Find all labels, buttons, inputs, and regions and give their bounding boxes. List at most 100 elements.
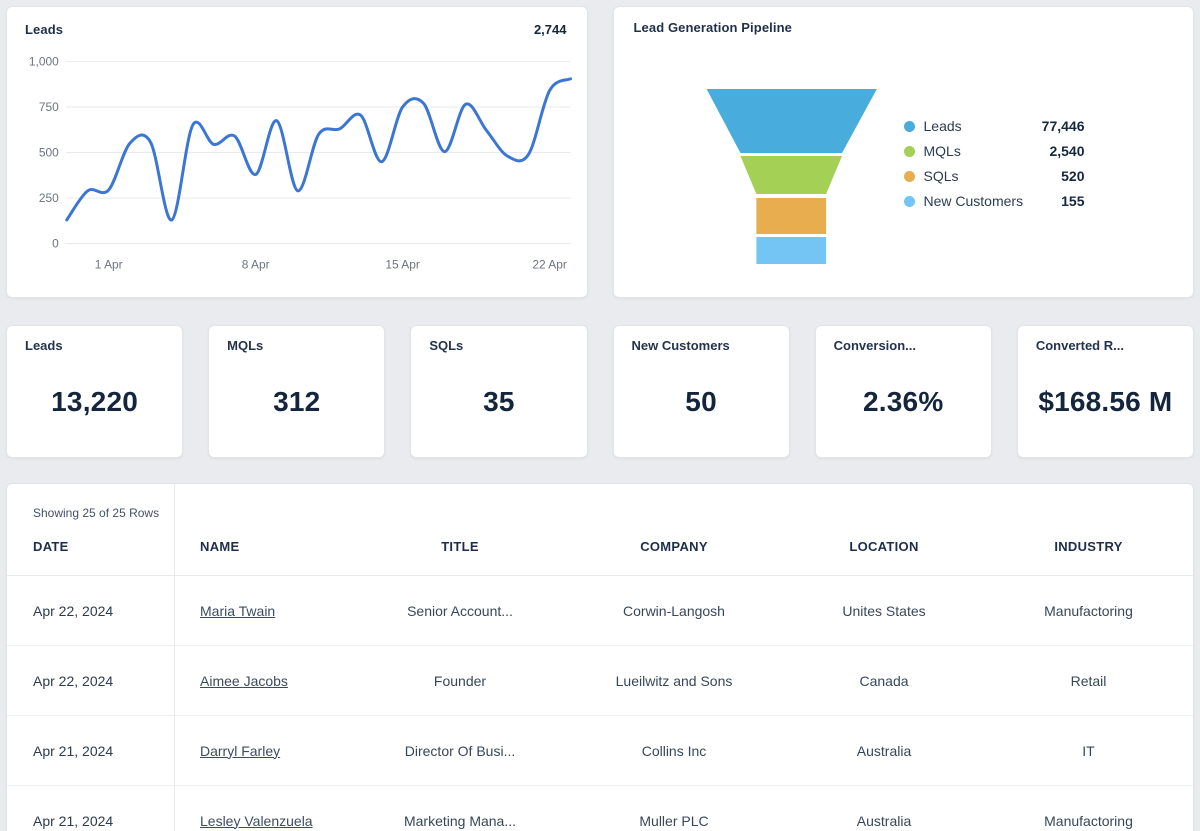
legend-label: New Customers: [923, 193, 1024, 209]
lead-name-link[interactable]: Aimee Jacobs: [200, 672, 288, 689]
kpi-row: Leads 13,220 MQLs 312 SQLs 35 New Custom…: [6, 325, 1194, 458]
table-row: Apr 21, 2024 Lesley Valenzuela Marketing…: [7, 786, 1193, 831]
kpi-card: SQLs 35: [410, 325, 588, 458]
funnel-segment-new-customers: [755, 237, 826, 264]
svg-text:0: 0: [52, 237, 59, 251]
lead-name-link[interactable]: Lesley Valenzuela: [200, 812, 313, 829]
kpi-value: $168.56 M: [1038, 386, 1173, 417]
lead-name-link[interactable]: Darryl Farley: [200, 742, 281, 759]
column-header-location: LOCATION: [849, 539, 919, 554]
line-chart-title: Leads: [25, 22, 64, 37]
kpi-card: Conversion... 2.36%: [814, 325, 992, 458]
legend-value: 155: [1061, 193, 1085, 209]
kpi-label: Leads: [25, 338, 63, 353]
funnel-chart-card: Lead Generation Pipeline Leads 77,446 MQ…: [612, 6, 1194, 298]
kpi-value: 50: [685, 386, 717, 417]
legend-dot-icon: [903, 170, 915, 182]
legend-label: Leads: [923, 118, 962, 134]
funnel-segment-sqls: [755, 198, 826, 234]
line-chart-total-value: 2,744: [533, 22, 567, 37]
cell-industry: Manufactoring: [1044, 812, 1133, 829]
svg-text:1,000: 1,000: [29, 54, 59, 68]
table-header-date-cell: Showing 25 of 25 Rows DATE: [7, 484, 175, 575]
svg-text:500: 500: [39, 146, 59, 160]
cell-title: Senior Account...: [407, 602, 513, 619]
legend-label: MQLs: [923, 143, 961, 159]
legend-dot-icon: [903, 120, 915, 132]
cell-title: Director Of Busi...: [404, 742, 516, 759]
funnel-chart: [706, 89, 877, 264]
kpi-card: Leads 13,220: [6, 325, 184, 458]
svg-text:250: 250: [39, 191, 59, 205]
cell-company: Corwin-Langosh: [623, 602, 725, 619]
cell-industry: IT: [1082, 742, 1095, 759]
kpi-label: Converted R...: [1035, 338, 1124, 353]
cell-industry: Manufactoring: [1044, 602, 1133, 619]
cell-title: Marketing Mana...: [403, 812, 517, 829]
svg-text:750: 750: [39, 100, 59, 114]
legend-label: SQLs: [923, 168, 959, 184]
table-row: Apr 22, 2024 Maria Twain Senior Account.…: [7, 576, 1193, 646]
cell-location: Unites States: [842, 602, 926, 619]
cell-title: Founder: [433, 672, 487, 689]
leads-line-chart-card: Leads 2,744 0 250 500 750 1,000 1 Apr 8 Apr 15 …: [6, 6, 588, 298]
kpi-label: New Customers: [631, 338, 730, 353]
svg-text:1 Apr: 1 Apr: [95, 258, 123, 272]
kpi-label: SQLs: [429, 338, 464, 353]
cell-location: Canada: [859, 672, 909, 689]
cell-company: Muller PLC: [639, 812, 709, 829]
table-header-row: Showing 25 of 25 Rows DATE NAME TITLE CO…: [7, 484, 1193, 576]
cell-date: Apr 21, 2024: [7, 716, 175, 785]
funnel-segment-leads: [706, 89, 877, 153]
funnel-chart-title: Lead Generation Pipeline: [633, 20, 792, 35]
column-header-date: DATE: [33, 539, 69, 554]
kpi-card: MQLs 312: [208, 325, 386, 458]
cell-date: Apr 22, 2024: [7, 576, 175, 645]
cell-date: Apr 21, 2024: [7, 786, 175, 831]
legend-value: 520: [1061, 168, 1085, 184]
column-header-company: COMPANY: [640, 539, 708, 554]
svg-text:8 Apr: 8 Apr: [242, 258, 270, 272]
leads-dashboard: Leads 2,744 0 250 500 750 1,000 1 Apr 8 Apr 15 …: [6, 6, 1194, 831]
table-body: Apr 22, 2024 Maria Twain Senior Account.…: [7, 576, 1193, 831]
kpi-value: 13,220: [51, 386, 138, 417]
cell-name: Aimee Jacobs: [175, 673, 356, 689]
kpi-card: Converted R... $168.56 M: [1016, 325, 1194, 458]
line-chart-header: Leads 2,744: [7, 7, 587, 37]
cell-industry: Retail: [1070, 672, 1107, 689]
svg-text:22 Apr: 22 Apr: [532, 258, 567, 272]
legend-item: New Customers 155: [903, 189, 1085, 213]
kpi-value: 2.36%: [863, 386, 944, 417]
cell-company: Lueilwitz and Sons: [615, 672, 733, 689]
cell-name: Darryl Farley: [175, 743, 356, 759]
cell-name: Lesley Valenzuela: [175, 813, 356, 829]
kpi-label: Conversion...: [833, 338, 917, 353]
cell-location: Australia: [856, 742, 912, 759]
cell-company: Collins Inc: [641, 742, 707, 759]
legend-item: Leads 77,446: [903, 114, 1085, 138]
legend-value: 77,446: [1041, 118, 1085, 134]
lead-name-link[interactable]: Maria Twain: [200, 602, 276, 619]
legend-item: SQLs 520: [903, 164, 1085, 188]
kpi-value: 312: [273, 386, 321, 417]
cell-date: Apr 22, 2024: [7, 646, 175, 715]
column-header-name: NAME: [200, 539, 240, 554]
funnel-legend: Leads 77,446 MQLs 2,540 SQLs 520: [903, 114, 1085, 214]
legend-item: MQLs 2,540: [903, 139, 1085, 163]
legend-dot-icon: [903, 195, 915, 207]
kpi-card: New Customers 50: [612, 325, 790, 458]
legend-value: 2,540: [1049, 143, 1085, 159]
kpi-label: MQLs: [227, 338, 264, 353]
row-count-summary: Showing 25 of 25 Rows: [33, 506, 160, 520]
column-header-industry: INDUSTRY: [1054, 539, 1123, 554]
table-row: Apr 22, 2024 Aimee Jacobs Founder Lueilw…: [7, 646, 1193, 716]
cell-location: Australia: [856, 812, 912, 829]
kpi-value: 35: [483, 386, 515, 417]
leads-line-chart: 0 250 500 750 1,000 1 Apr 8 Apr 15 Apr 22 Apr: [29, 54, 573, 272]
table-row: Apr 21, 2024 Darryl Farley Director Of B…: [7, 716, 1193, 786]
column-header-title: TITLE: [441, 539, 479, 554]
svg-text:15 Apr: 15 Apr: [385, 258, 420, 272]
leads-table-card: Showing 25 of 25 Rows DATE NAME TITLE CO…: [6, 483, 1194, 831]
cell-name: Maria Twain: [175, 603, 356, 619]
top-chart-row: Leads 2,744 0 250 500 750 1,000 1 Apr 8 Apr 15 …: [6, 6, 1194, 298]
